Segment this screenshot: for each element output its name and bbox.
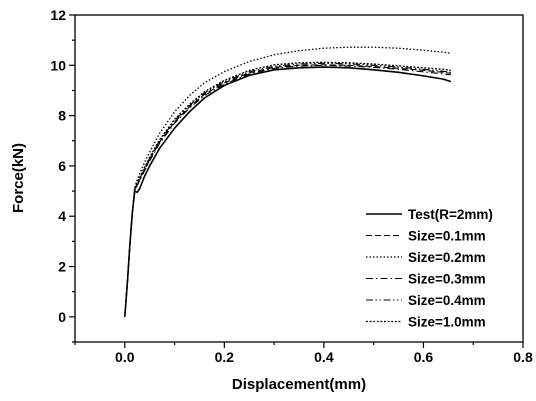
y-tick-labels: 0 2 4 6 8 10 12: [50, 7, 66, 325]
series-line-2: [124, 64, 451, 317]
series-line-6: [124, 61, 451, 317]
series-lines: [123, 46, 452, 317]
axis-ticks: [69, 14, 524, 348]
legend-label-1: Test(R=2mm): [408, 207, 493, 222]
legend: Test(R=2mm) Size=0.1mm Size=0.2mm Size=0.3m…: [366, 207, 493, 330]
series-line-4: [124, 64, 451, 317]
y-tick-label: 12: [50, 7, 66, 23]
y-tick-label: 2: [58, 259, 66, 275]
legend-label-2: Size=0.1mm: [408, 229, 486, 244]
legend-label-3: Size=0.2mm: [408, 250, 486, 265]
y-tick-label: 0: [58, 309, 66, 325]
x-axis-title: Displacement(mm): [232, 376, 366, 393]
plot-frame: [74, 14, 524, 343]
series-line-1: [123, 66, 452, 317]
x-tick-label: 0.2: [215, 349, 235, 365]
y-tick-label: 4: [58, 208, 66, 224]
x-tick-label: 0.4: [314, 349, 334, 365]
x-tick-labels: 0.0 0.2 0.4 0.6 0.8: [115, 349, 533, 365]
x-tick-label: 0.8: [513, 349, 533, 365]
y-axis-title: Force(kN): [10, 143, 27, 213]
series-line-3: [124, 46, 451, 317]
legend-label-4: Size=0.3mm: [408, 272, 486, 287]
legend-label-6: Size=1.0mm: [408, 315, 486, 330]
legend-label-5: Size=0.4mm: [408, 293, 486, 308]
y-tick-label: 6: [58, 158, 66, 174]
y-tick-label: 8: [58, 108, 66, 124]
y-tick-label: 10: [50, 57, 66, 73]
x-tick-label: 0.6: [414, 349, 434, 365]
x-tick-label: 0.0: [115, 349, 135, 365]
